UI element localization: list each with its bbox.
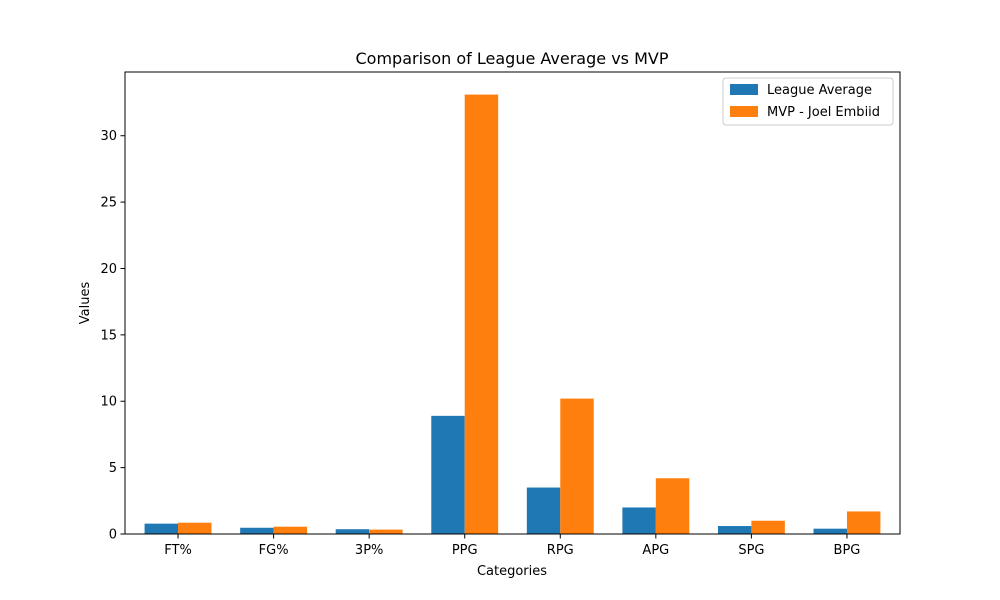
bar-mvp-joel-embiid-ft-pct	[178, 522, 212, 534]
y-tick-label-20: 20	[100, 262, 117, 277]
x-tick-label-apg: APG	[642, 543, 669, 558]
bar-league-average-ppg	[431, 415, 465, 534]
legend-label-league-average: League Average	[767, 83, 872, 98]
y-tick-label-30: 30	[100, 129, 117, 144]
bar-league-average-3p-pct	[335, 529, 370, 534]
chart-title: Comparison of League Average vs MVP	[356, 49, 669, 68]
bar-league-average-ft-pct	[144, 523, 179, 534]
legend: League Average MVP - Joel Embiid	[722, 77, 894, 126]
legend-swatch-mvp	[730, 106, 758, 117]
y-axis-label: Values	[78, 282, 93, 325]
bar-league-average-spg	[717, 526, 752, 534]
x-tick-label-ft-pct: FT%	[164, 543, 192, 558]
bar-mvp-joel-embiid-spg	[751, 520, 785, 534]
x-axis: FT% FG% 3P% PPG RPG APG SPG BPG	[164, 534, 860, 558]
legend-label-mvp: MVP - Joel Embiid	[767, 105, 880, 120]
bar-mvp-joel-embiid-fg-pct	[273, 526, 308, 534]
y-axis: 0 5 10 15 20 25 30	[100, 129, 125, 543]
bar-mvp-joel-embiid-apg	[655, 478, 690, 534]
x-tick-label-rpg: RPG	[547, 543, 574, 558]
x-tick-label-spg: SPG	[738, 543, 764, 558]
bars-group	[144, 94, 881, 534]
legend-swatch-league-average	[730, 84, 758, 95]
y-tick-label-15: 15	[100, 328, 117, 343]
y-tick-label-0: 0	[109, 528, 117, 543]
bar-mvp-joel-embiid-bpg	[846, 511, 881, 534]
y-tick-label-25: 25	[100, 196, 117, 211]
legend-box	[722, 77, 894, 126]
bar-mvp-joel-embiid-3p-pct	[369, 529, 403, 534]
bar-league-average-apg	[622, 507, 656, 534]
plot-frame	[124, 71, 901, 535]
x-tick-label-bpg: BPG	[834, 543, 861, 558]
x-tick-label-ppg: PPG	[452, 543, 478, 558]
bar-mvp-joel-embiid-ppg	[464, 94, 499, 534]
bar-mvp-joel-embiid-rpg	[560, 398, 594, 534]
bar-league-average-fg-pct	[240, 527, 274, 534]
y-tick-label-5: 5	[109, 461, 117, 476]
y-tick-label-10: 10	[100, 395, 117, 410]
x-axis-label: Categories	[477, 564, 547, 579]
x-tick-label-fg-pct: FG%	[259, 543, 289, 558]
bar-league-average-bpg	[813, 528, 847, 534]
x-tick-label-3p-pct: 3P%	[355, 543, 383, 558]
bar-league-average-rpg	[526, 487, 561, 534]
